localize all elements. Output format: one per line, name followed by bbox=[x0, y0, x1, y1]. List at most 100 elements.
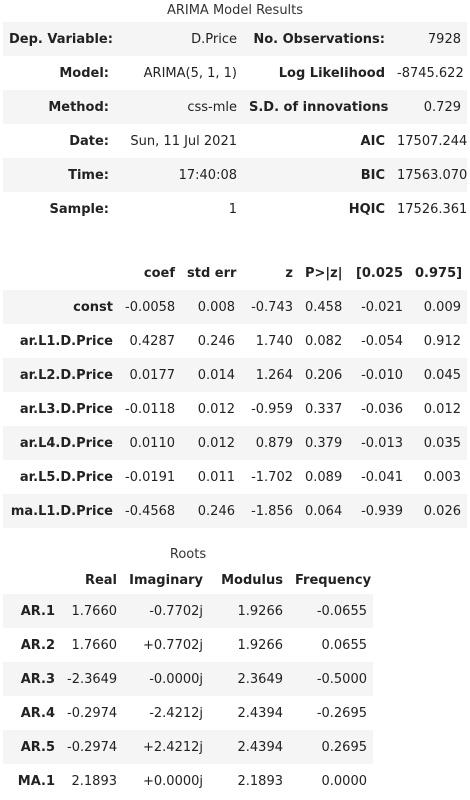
coefficient-value: 0.0110 bbox=[129, 435, 176, 451]
root-value: -0.0000j bbox=[149, 671, 203, 687]
summary-row: Time: 17:40:08 BIC 17563.070 bbox=[3, 158, 467, 192]
root-value: -0.2974 bbox=[67, 739, 118, 755]
root-value: 2.1893 bbox=[71, 773, 118, 789]
coefficient-value: -1.856 bbox=[251, 503, 293, 519]
summary-value: D.Price bbox=[191, 31, 237, 47]
root-value: 2.1893 bbox=[237, 773, 284, 789]
coefficient-name: const bbox=[73, 299, 113, 315]
coefficient-value: -0.036 bbox=[361, 401, 403, 417]
summary-value: 7928 bbox=[427, 31, 461, 47]
coefficients-header-row: coef std err z P>|z| [0.025 0.975] bbox=[3, 256, 467, 290]
coefficient-value: 0.337 bbox=[305, 401, 343, 417]
coefficient-value: 0.912 bbox=[423, 333, 461, 349]
coefficient-value: 0.011 bbox=[197, 469, 235, 485]
coefficient-value: 0.003 bbox=[423, 469, 461, 485]
coefficient-value: 0.026 bbox=[423, 503, 461, 519]
summary-value: Sun, 11 Jul 2021 bbox=[130, 133, 237, 149]
coefficient-value: 0.089 bbox=[305, 469, 343, 485]
coefficient-value: 0.008 bbox=[197, 299, 235, 315]
coefficients-header: 0.975] bbox=[415, 265, 463, 281]
coefficient-value: 0.458 bbox=[305, 299, 343, 315]
summary-title: ARIMA Model Results bbox=[166, 3, 304, 18]
coefficient-value: 0.0177 bbox=[129, 367, 176, 383]
roots-row: AR.2 1.7660 +0.7702j 1.9266 0.0655 bbox=[3, 628, 373, 662]
coefficients-header: std err bbox=[187, 265, 237, 281]
coefficient-value: 0.4287 bbox=[129, 333, 176, 349]
coefficient-value: 1.264 bbox=[255, 367, 293, 383]
coefficients-row: ma.L1.D.Price -0.4568 0.246 -1.856 0.064… bbox=[3, 494, 467, 528]
coefficients-row: ar.L3.D.Price -0.0118 0.012 -0.959 0.337… bbox=[3, 392, 467, 426]
root-value: -2.4212j bbox=[149, 705, 203, 721]
root-value: -0.2974 bbox=[67, 705, 118, 721]
coefficient-name: ar.L3.D.Price bbox=[19, 401, 113, 417]
summary-label: Model: bbox=[59, 65, 109, 81]
coefficient-name: ar.L2.D.Price bbox=[19, 367, 113, 383]
coefficient-value: 0.014 bbox=[197, 367, 235, 383]
root-value: 1.9266 bbox=[237, 637, 284, 653]
roots-header: Frequency bbox=[295, 572, 372, 588]
roots-title: Roots bbox=[169, 547, 207, 562]
coefficient-value: 0.035 bbox=[423, 435, 461, 451]
roots-header-row: Real Imaginary Modulus Frequency bbox=[3, 566, 373, 594]
root-value: -0.0655 bbox=[316, 603, 367, 619]
root-value: 1.9266 bbox=[237, 603, 284, 619]
summary-value: 17:40:08 bbox=[178, 167, 237, 183]
summary-label: Sample: bbox=[49, 201, 109, 217]
root-value: 2.4394 bbox=[237, 739, 284, 755]
summary-value: 0.729 bbox=[423, 99, 461, 115]
coefficients-row: ar.L4.D.Price 0.0110 0.012 0.879 0.379 -… bbox=[3, 426, 467, 460]
coefficient-value: -1.702 bbox=[251, 469, 293, 485]
root-value: -0.7702j bbox=[149, 603, 203, 619]
coefficient-value: 0.379 bbox=[305, 435, 343, 451]
coefficient-value: -0.959 bbox=[251, 401, 293, 417]
coefficients-table: coef std err z P>|z| [0.025 0.975] const… bbox=[3, 256, 467, 528]
coefficient-value: -0.013 bbox=[361, 435, 403, 451]
summary-value: css-mle bbox=[187, 99, 237, 115]
root-value: 0.0655 bbox=[321, 637, 368, 653]
roots-row: AR.1 1.7660 -0.7702j 1.9266 -0.0655 bbox=[3, 594, 373, 628]
root-value: 0.2695 bbox=[321, 739, 368, 755]
coefficient-value: 1.740 bbox=[255, 333, 293, 349]
coefficients-corner bbox=[3, 256, 119, 290]
coefficients-row: ar.L2.D.Price 0.0177 0.014 1.264 0.206 -… bbox=[3, 358, 467, 392]
coefficient-value: 0.009 bbox=[423, 299, 461, 315]
summary-label: Method: bbox=[48, 99, 109, 115]
coefficient-value: 0.246 bbox=[197, 333, 235, 349]
coefficient-value: 0.879 bbox=[255, 435, 293, 451]
coefficient-value: -0.054 bbox=[361, 333, 403, 349]
summary-label: Dep. Variable: bbox=[9, 31, 113, 47]
roots-row: AR.4 -0.2974 -2.4212j 2.4394 -0.2695 bbox=[3, 696, 373, 730]
coefficient-value: -0.041 bbox=[361, 469, 403, 485]
coefficient-value: -0.0118 bbox=[125, 401, 176, 417]
coefficients-row: ar.L1.D.Price 0.4287 0.246 1.740 0.082 -… bbox=[3, 324, 467, 358]
coefficient-value: -0.021 bbox=[361, 299, 403, 315]
coefficient-value: -0.939 bbox=[361, 503, 403, 519]
summary-value: 1 bbox=[228, 201, 237, 217]
root-name: AR.4 bbox=[20, 705, 55, 721]
root-value: 2.3649 bbox=[237, 671, 284, 687]
summary-table: ARIMA Model Results Dep. Variable: D.Pri… bbox=[3, 0, 467, 226]
root-name: AR.2 bbox=[20, 637, 55, 653]
roots-header: Imaginary bbox=[129, 572, 203, 588]
summary-value: 17563.070 bbox=[397, 167, 467, 183]
summary-label: No. Observations: bbox=[253, 31, 385, 47]
root-name: AR.3 bbox=[20, 671, 55, 687]
summary-label: S.D. of innovations bbox=[249, 99, 389, 115]
roots-row: AR.5 -0.2974 +2.4212j 2.4394 0.2695 bbox=[3, 730, 373, 764]
coefficient-value: -0.010 bbox=[361, 367, 403, 383]
roots-header: Real bbox=[84, 572, 117, 588]
root-value: +0.7702j bbox=[143, 637, 203, 653]
summary-row: Sample: 1 HQIC 17526.361 bbox=[3, 192, 467, 226]
coefficient-value: -0.0058 bbox=[125, 299, 176, 315]
summary-label: Log Likelihood bbox=[278, 65, 385, 81]
root-value: 1.7660 bbox=[71, 637, 118, 653]
coefficients-header: coef bbox=[143, 265, 175, 281]
summary-label: Date: bbox=[69, 133, 109, 149]
coefficients-row: const -0.0058 0.008 -0.743 0.458 -0.021 … bbox=[3, 290, 467, 324]
root-value: 1.7660 bbox=[71, 603, 118, 619]
summary-row: Method: css-mle S.D. of innovations 0.72… bbox=[3, 90, 467, 124]
root-value: +0.0000j bbox=[143, 773, 203, 789]
summary-label: AIC bbox=[360, 133, 385, 149]
coefficient-name: ar.L4.D.Price bbox=[19, 435, 113, 451]
coefficient-name: ar.L5.D.Price bbox=[19, 469, 113, 485]
